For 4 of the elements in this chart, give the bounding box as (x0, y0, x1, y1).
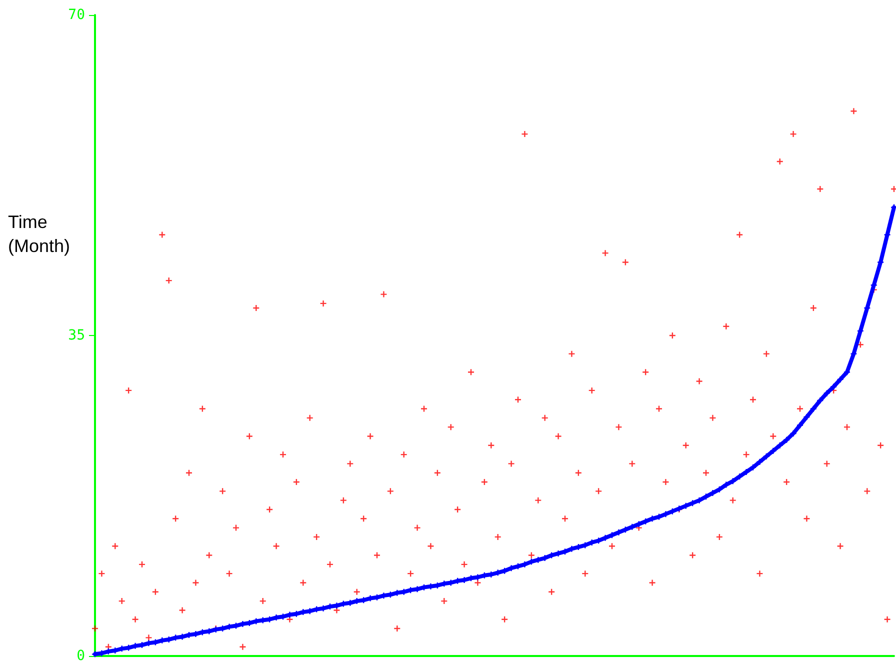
y-tick-label: 70 (68, 7, 85, 23)
y-axis-title: Time (Month) (8, 212, 70, 256)
y-tick-label: 0 (76, 648, 85, 663)
y-tick-label: 35 (68, 328, 85, 344)
